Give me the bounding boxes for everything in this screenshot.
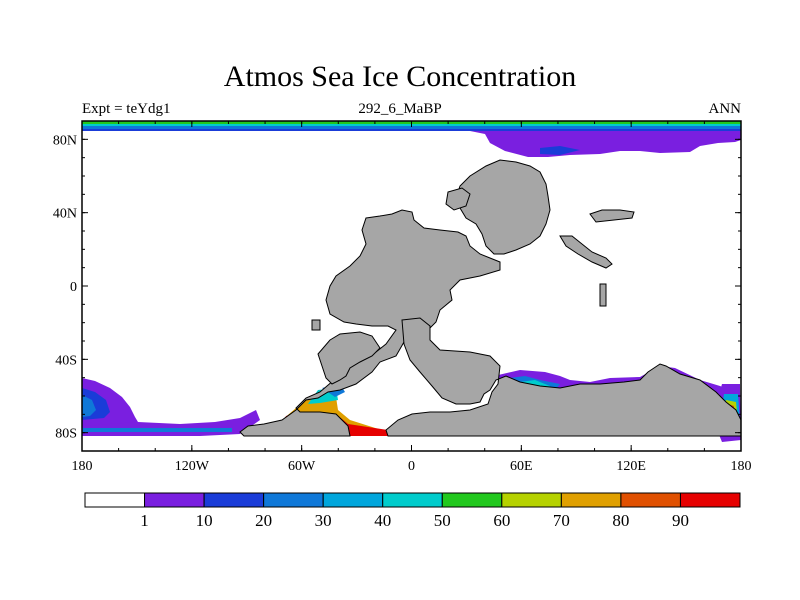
y-tick-label: 40S: [55, 353, 77, 368]
arctic-ice-edge: [82, 129, 741, 131]
america-landmass: [239, 209, 501, 437]
y-axis: 80N 40N 0 40S 80S: [53, 120, 741, 452]
x-tick-label: 60W: [288, 459, 316, 474]
eastern-island-chain: [559, 235, 613, 269]
colorbar-label: 30: [315, 511, 332, 530]
colorbar-label: 80: [612, 511, 629, 530]
colorbar-swatch: [560, 492, 622, 508]
x-tick-label: 0: [408, 459, 415, 474]
y-tick-label: 0: [70, 280, 77, 295]
arctic-ice-band-30: [82, 126, 741, 130]
colorbar-label: 20: [255, 511, 272, 530]
x-tick-label: 60E: [510, 459, 533, 474]
ross-ice-inner: [82, 428, 232, 432]
colorbar-swatch: [679, 492, 741, 508]
colorbar-swatch: [84, 492, 146, 508]
colorbar-swatch: [203, 492, 265, 508]
colorbar-label: 10: [196, 511, 213, 530]
south-america-landmass: [317, 331, 381, 385]
plot-title: Atmos Sea Ice Concentration: [223, 60, 577, 93]
x-tick-label: 120W: [175, 459, 210, 474]
colorbar-swatch: [441, 492, 503, 508]
season-label: ANN: [708, 101, 742, 117]
northern-island-2: [589, 209, 635, 223]
arctic-ice-core: [540, 146, 580, 155]
x-tick-label: 180: [731, 459, 752, 474]
x-tick-label: 120E: [616, 459, 646, 474]
colorbar-label: 70: [553, 511, 570, 530]
colorbar-label: 60: [493, 511, 510, 530]
colorbar-swatch: [322, 492, 384, 508]
northern-island-1: [445, 187, 471, 211]
colorbar: 1 10 20 30 40 50 60 70 80 90: [84, 492, 741, 530]
colorbar-swatch: [382, 492, 443, 508]
southern-landmass: [385, 317, 741, 437]
colorbar-swatch: [263, 492, 324, 508]
western-island: [311, 319, 321, 331]
colorbar-swatch: [144, 492, 205, 508]
equatorial-island: [599, 283, 607, 307]
time-label: 292_6_MaBP: [358, 101, 442, 117]
y-tick-label: 40N: [53, 207, 77, 222]
x-tick-label: 180: [72, 459, 93, 474]
y-tick-label: 80N: [53, 133, 77, 148]
colorbar-swatch: [501, 492, 562, 508]
pacific-ice-inner: [82, 395, 96, 417]
experiment-label: Expt = teYdg1: [82, 101, 171, 117]
colorbar-swatch: [620, 492, 681, 508]
y-tick-label: 80S: [55, 427, 77, 442]
colorbar-label: 90: [672, 511, 689, 530]
colorbar-label: 40: [374, 511, 391, 530]
x-axis: 180 120W 60W 0 60E 120E 180: [72, 121, 752, 474]
colorbar-label: 50: [434, 511, 451, 530]
colorbar-label: 1: [140, 511, 149, 530]
